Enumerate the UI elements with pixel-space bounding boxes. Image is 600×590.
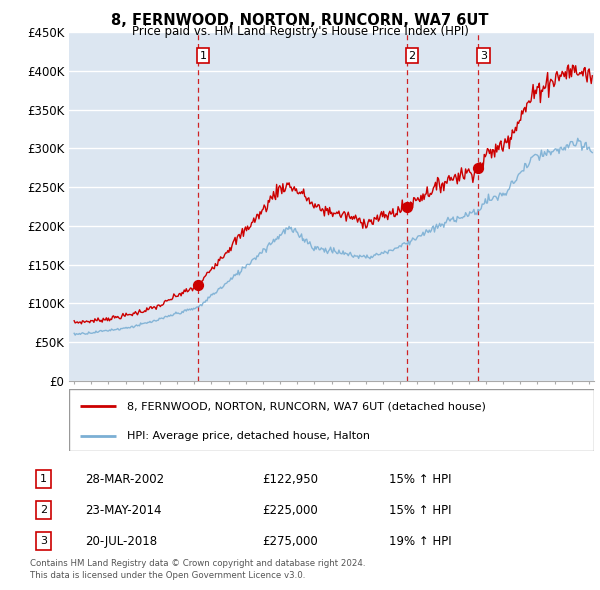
Text: 3: 3 (480, 51, 487, 61)
Text: HPI: Average price, detached house, Halton: HPI: Average price, detached house, Halt… (127, 431, 370, 441)
Text: 2: 2 (409, 51, 416, 61)
Text: 8, FERNWOOD, NORTON, RUNCORN, WA7 6UT (detached house): 8, FERNWOOD, NORTON, RUNCORN, WA7 6UT (d… (127, 401, 485, 411)
Text: 1: 1 (40, 474, 47, 484)
Point (193, 281, 203, 290)
Text: 8, FERNWOOD, NORTON, RUNCORN, WA7 6UT: 8, FERNWOOD, NORTON, RUNCORN, WA7 6UT (111, 13, 489, 28)
Point (473, 163, 483, 172)
Text: £275,000: £275,000 (262, 535, 317, 548)
Text: 2: 2 (40, 505, 47, 515)
Text: 19% ↑ HPI: 19% ↑ HPI (389, 535, 451, 548)
Text: 28-MAR-2002: 28-MAR-2002 (85, 473, 164, 486)
Text: Contains HM Land Registry data © Crown copyright and database right 2024.: Contains HM Land Registry data © Crown c… (30, 559, 365, 568)
Text: £225,000: £225,000 (262, 504, 317, 517)
Text: 15% ↑ HPI: 15% ↑ HPI (389, 473, 451, 486)
Text: Price paid vs. HM Land Registry's House Price Index (HPI): Price paid vs. HM Land Registry's House … (131, 25, 469, 38)
Point (402, 202, 412, 211)
Text: 3: 3 (40, 536, 47, 546)
Text: 23-MAY-2014: 23-MAY-2014 (85, 504, 162, 517)
Text: This data is licensed under the Open Government Licence v3.0.: This data is licensed under the Open Gov… (30, 571, 305, 580)
Text: 15% ↑ HPI: 15% ↑ HPI (389, 504, 451, 517)
Text: 1: 1 (200, 51, 206, 61)
Text: £122,950: £122,950 (262, 473, 318, 486)
Text: 20-JUL-2018: 20-JUL-2018 (85, 535, 157, 548)
